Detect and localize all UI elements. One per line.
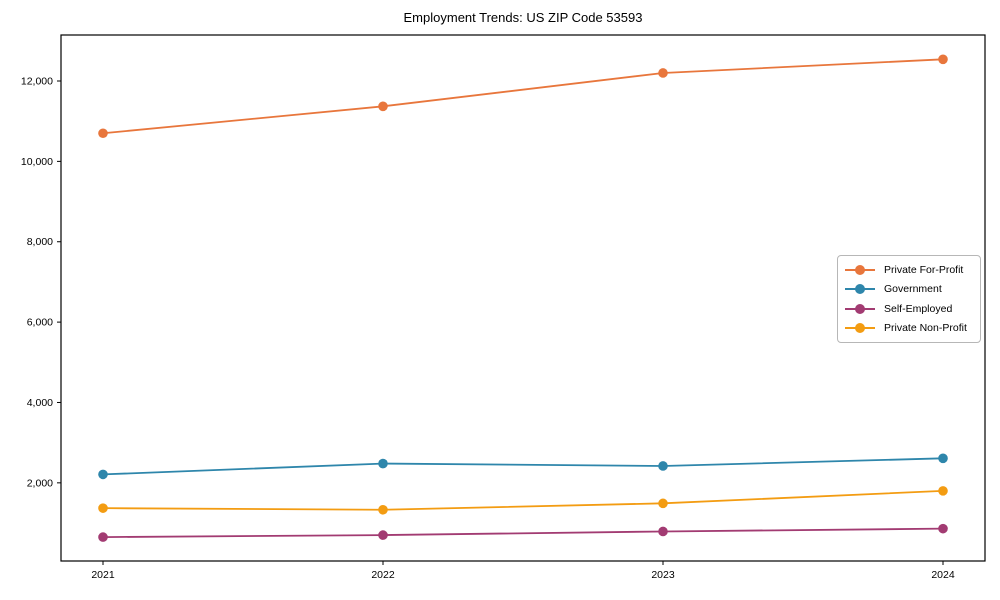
legend-label: Private For-Profit bbox=[884, 263, 964, 276]
data-point-private-non-profit-2023 bbox=[658, 498, 668, 509]
y-tick-label: 2,000 bbox=[27, 477, 53, 489]
legend-label: Private Non-Profit bbox=[884, 322, 967, 335]
legend-marker-icon bbox=[845, 303, 875, 314]
legend-item-private-for-profit: Private For-Profit bbox=[845, 261, 980, 279]
x-tick-label: 2022 bbox=[371, 569, 395, 581]
legend-item-self-employed: Self-Employed bbox=[845, 300, 980, 318]
legend-marker-icon bbox=[845, 323, 875, 334]
data-point-self-employed-2021 bbox=[98, 532, 108, 542]
series-line-private-for-profit bbox=[102, 58, 944, 135]
y-tick-label: 12,000 bbox=[21, 76, 53, 88]
chart-title: Employment Trends: US ZIP Code 53593 bbox=[403, 10, 643, 25]
data-point-private-non-profit-2024 bbox=[938, 486, 948, 496]
data-point-government-2022 bbox=[378, 458, 388, 469]
y-tick-label: 8,000 bbox=[27, 236, 53, 248]
y-tick-label: 4,000 bbox=[27, 397, 53, 409]
legend: Private For-Profit Government Self-Employe… bbox=[837, 255, 981, 343]
data-point-private-for-profit-2021 bbox=[98, 128, 108, 139]
data-point-self-employed-2024 bbox=[938, 523, 948, 534]
data-point-government-2023 bbox=[658, 461, 668, 471]
legend-label: Self-Employed bbox=[884, 302, 953, 315]
x-tick-label: 2023 bbox=[651, 569, 675, 581]
data-point-self-employed-2022 bbox=[378, 530, 388, 540]
x-tick-label: 2024 bbox=[931, 569, 955, 581]
y-tick-label: 6,000 bbox=[27, 317, 53, 329]
series-line-private-non-profit bbox=[102, 489, 944, 511]
legend-label: Government bbox=[884, 283, 942, 296]
legend-item-government: Government bbox=[845, 280, 980, 298]
legend-marker-icon bbox=[845, 284, 875, 295]
data-point-government-2024 bbox=[938, 453, 948, 464]
data-point-private-for-profit-2022 bbox=[378, 101, 388, 112]
y-tick-label: 10,000 bbox=[21, 156, 53, 168]
x-tick-label: 2021 bbox=[91, 569, 115, 581]
legend-sample-dot bbox=[855, 303, 865, 314]
legend-item-private-non-profit: Private Non-Profit bbox=[845, 319, 980, 337]
series-line-self-employed bbox=[102, 527, 944, 538]
legend-sample-dot bbox=[855, 323, 865, 334]
legend-sample-dot bbox=[855, 264, 865, 275]
data-point-self-employed-2023 bbox=[658, 526, 668, 537]
legend-marker-icon bbox=[845, 264, 875, 275]
data-point-private-for-profit-2024 bbox=[938, 54, 948, 65]
data-point-private-non-profit-2021 bbox=[98, 503, 108, 513]
legend-sample-dot bbox=[855, 284, 865, 295]
data-point-government-2021 bbox=[98, 469, 108, 480]
data-point-private-for-profit-2023 bbox=[658, 68, 668, 78]
data-point-private-non-profit-2022 bbox=[378, 504, 388, 515]
series-line-government bbox=[102, 457, 944, 476]
